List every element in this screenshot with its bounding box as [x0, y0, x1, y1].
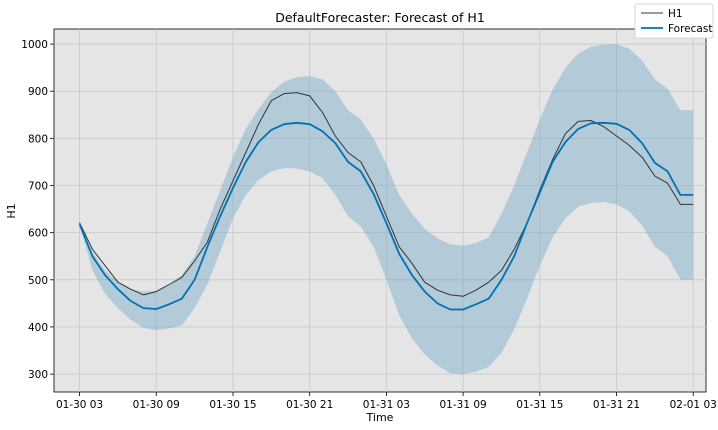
x-tick-label: 01-30 09: [133, 399, 180, 411]
y-tick-label: 300: [28, 369, 48, 381]
grid: [54, 29, 706, 392]
y-axis-label: H1: [5, 203, 18, 218]
y-tick-label: 900: [28, 86, 48, 98]
y-tick-label: 400: [28, 322, 48, 334]
x-tick-label: 01-30 03: [56, 399, 103, 411]
x-tick-label: 01-31 09: [439, 399, 486, 411]
y-tick-label: 600: [28, 228, 48, 240]
x-tick-label: 01-31 21: [593, 399, 640, 411]
series-line-h1: [79, 92, 694, 297]
x-axis-ticks: 01-30 03 01-30 09 01-30 15 01-30 21 01-31 03…: [56, 392, 717, 411]
series-lines: [78, 92, 694, 311]
x-axis-label: Time: [366, 411, 394, 424]
x-tick-label: 01-30 21: [286, 399, 333, 411]
x-tick-label: 01-30 15: [209, 399, 256, 411]
x-tick-label: 01-31 03: [363, 399, 410, 411]
x-tick-label: 02-01 03: [670, 399, 717, 411]
confidence-band-group: [79, 44, 694, 375]
y-axis-ticks: 300 400 500 600 700 800 900 1000: [21, 39, 54, 381]
y-tick-label: 1000: [21, 39, 48, 51]
legend: H1 Forecast: [634, 3, 714, 39]
y-tick-label: 500: [28, 275, 48, 287]
forecast-confidence-band: [79, 44, 694, 375]
x-tick-label: 01-31 15: [516, 399, 563, 411]
legend-label-forecast: Forecast: [668, 23, 712, 35]
y-tick-label: 800: [28, 133, 48, 145]
series-line-forecast: [78, 121, 694, 311]
chart-title: DefaultForecaster: Forecast of H1: [275, 10, 485, 25]
y-tick-label: 700: [28, 181, 48, 193]
legend-label-h1: H1: [668, 8, 683, 20]
